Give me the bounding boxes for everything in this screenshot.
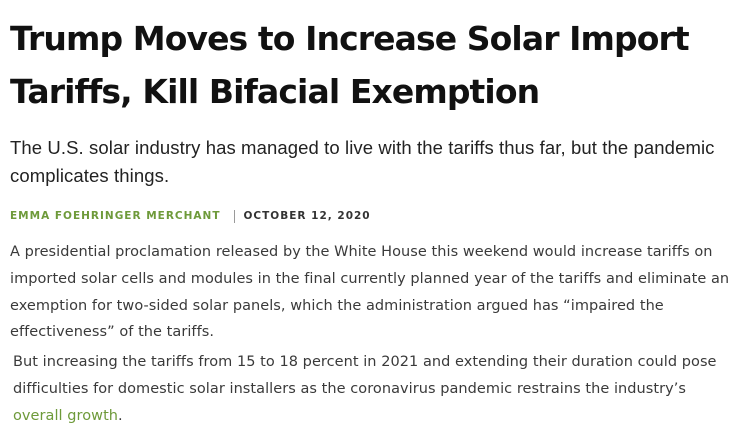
- article: Trump Moves to Increase Solar Import Tari…: [10, 0, 738, 430]
- headline-line-1: Trump Moves to Increase Solar Import: [10, 19, 690, 58]
- author-link[interactable]: Emma Foehringer Merchant: [10, 210, 221, 222]
- overall-growth-link[interactable]: overall growth: [13, 407, 119, 424]
- headline-line-2: Tariffs, Kill Bifacial Exemption: [10, 72, 540, 111]
- paragraph-1: A presidential proclamation released by …: [10, 244, 730, 341]
- publish-date: October 12, 2020: [243, 210, 371, 222]
- paragraph-2-end: .: [118, 407, 123, 424]
- paragraph-2-text: But increasing the tariffs from 15 to 18…: [13, 354, 717, 397]
- paragraph-2: But increasing the tariffs from 15 to 18…: [13, 349, 738, 429]
- headline: Trump Moves to Increase Solar Import Tari…: [10, 12, 738, 118]
- byline: Emma Foehringer Merchant October 12, 202…: [10, 208, 738, 224]
- article-dek: The U.S. solar industry has managed to l…: [10, 137, 715, 186]
- byline-divider: [233, 209, 235, 223]
